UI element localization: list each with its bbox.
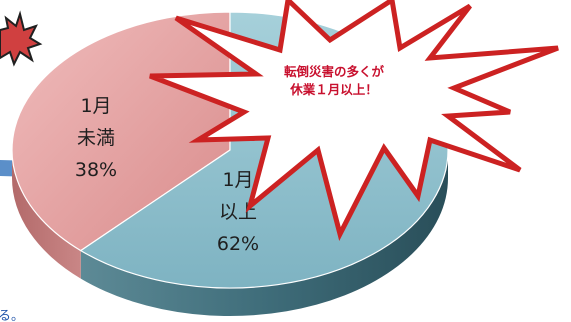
callout-line-2: 休業１月以上！ xyxy=(289,82,378,97)
callout-line-1: 転倒災害の多くが xyxy=(284,64,385,79)
label-lt-1-month-line-2: 未満 xyxy=(77,127,115,149)
slice-side-wall-ge-1-month xyxy=(80,150,448,316)
label-lt-1-month-line-1: 1月 xyxy=(80,95,111,117)
slice-side-wall-lt-1-month xyxy=(12,150,81,279)
callout-burst-shape xyxy=(149,0,559,241)
label-ge-1-month-line-1: 1月 xyxy=(222,169,253,191)
label-lt-1-month-line-3: 38% xyxy=(75,159,117,181)
slice-lt-1-month xyxy=(11,11,231,252)
label-ge-1-month-line-3: 62% xyxy=(217,233,259,255)
cropped-text-fragment: る。 xyxy=(0,309,24,322)
small-burst-icon xyxy=(0,10,43,67)
